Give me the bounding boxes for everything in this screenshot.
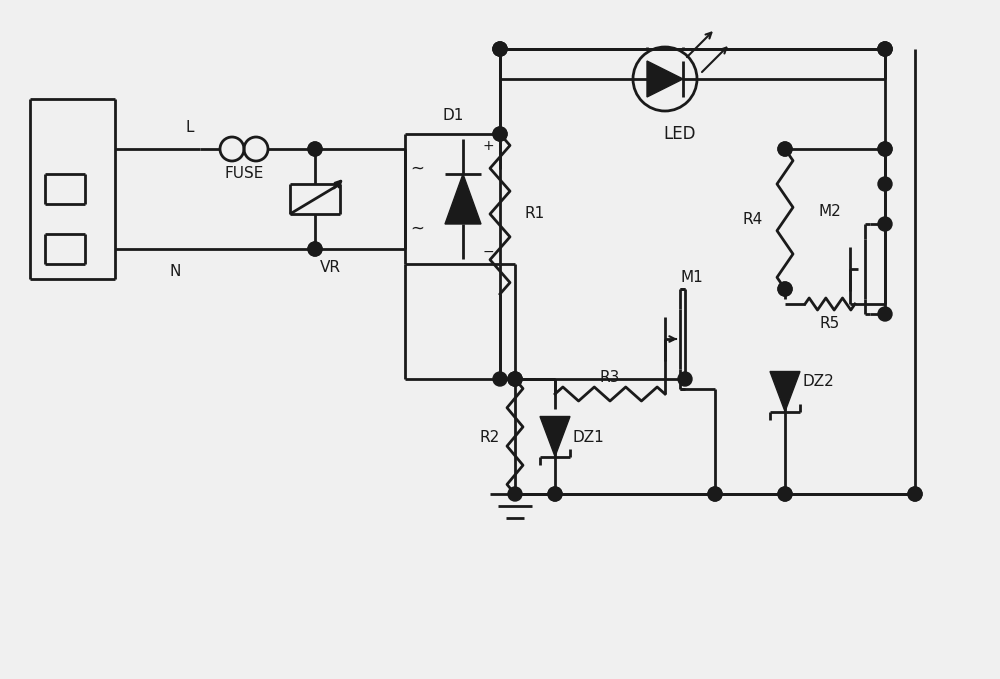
Circle shape: [493, 372, 507, 386]
Text: VR: VR: [320, 259, 340, 274]
Circle shape: [778, 487, 792, 501]
Circle shape: [908, 487, 922, 501]
Circle shape: [878, 142, 892, 156]
Circle shape: [308, 142, 322, 156]
Circle shape: [778, 487, 792, 501]
Text: +: +: [482, 139, 494, 153]
Circle shape: [878, 307, 892, 321]
Text: DZ2: DZ2: [803, 374, 835, 389]
Text: R4: R4: [743, 211, 763, 227]
Circle shape: [508, 487, 522, 501]
Text: ~: ~: [410, 220, 424, 238]
Text: LED: LED: [664, 125, 696, 143]
Circle shape: [908, 487, 922, 501]
Text: −: −: [482, 245, 494, 259]
Text: R2: R2: [480, 430, 500, 445]
Circle shape: [878, 42, 892, 56]
Polygon shape: [445, 174, 481, 224]
Circle shape: [778, 142, 792, 156]
Text: N: N: [169, 263, 181, 278]
Circle shape: [878, 217, 892, 231]
Text: ~: ~: [410, 160, 424, 178]
Circle shape: [493, 127, 507, 141]
Circle shape: [308, 142, 322, 156]
Text: R1: R1: [525, 206, 545, 221]
Circle shape: [778, 142, 792, 156]
Circle shape: [708, 487, 722, 501]
Circle shape: [508, 372, 522, 386]
Polygon shape: [540, 416, 570, 456]
Polygon shape: [647, 61, 683, 97]
Circle shape: [878, 42, 892, 56]
Circle shape: [878, 42, 892, 56]
Circle shape: [878, 142, 892, 156]
Polygon shape: [770, 371, 800, 411]
Text: FUSE: FUSE: [224, 166, 264, 181]
Circle shape: [493, 42, 507, 56]
Circle shape: [508, 372, 522, 386]
Circle shape: [508, 372, 522, 386]
Circle shape: [778, 282, 792, 296]
Circle shape: [708, 487, 722, 501]
Circle shape: [878, 177, 892, 191]
Circle shape: [548, 487, 562, 501]
Circle shape: [493, 42, 507, 56]
Circle shape: [493, 42, 507, 56]
Text: M2: M2: [819, 204, 841, 219]
Text: L: L: [186, 120, 194, 134]
Text: M1: M1: [680, 270, 703, 285]
Circle shape: [308, 242, 322, 256]
Circle shape: [308, 242, 322, 256]
Text: DZ1: DZ1: [572, 430, 604, 445]
Circle shape: [678, 372, 692, 386]
Text: R3: R3: [600, 369, 620, 384]
Text: D1: D1: [442, 109, 464, 124]
Circle shape: [778, 282, 792, 296]
Text: R5: R5: [820, 316, 840, 331]
Circle shape: [548, 487, 562, 501]
Circle shape: [493, 127, 507, 141]
